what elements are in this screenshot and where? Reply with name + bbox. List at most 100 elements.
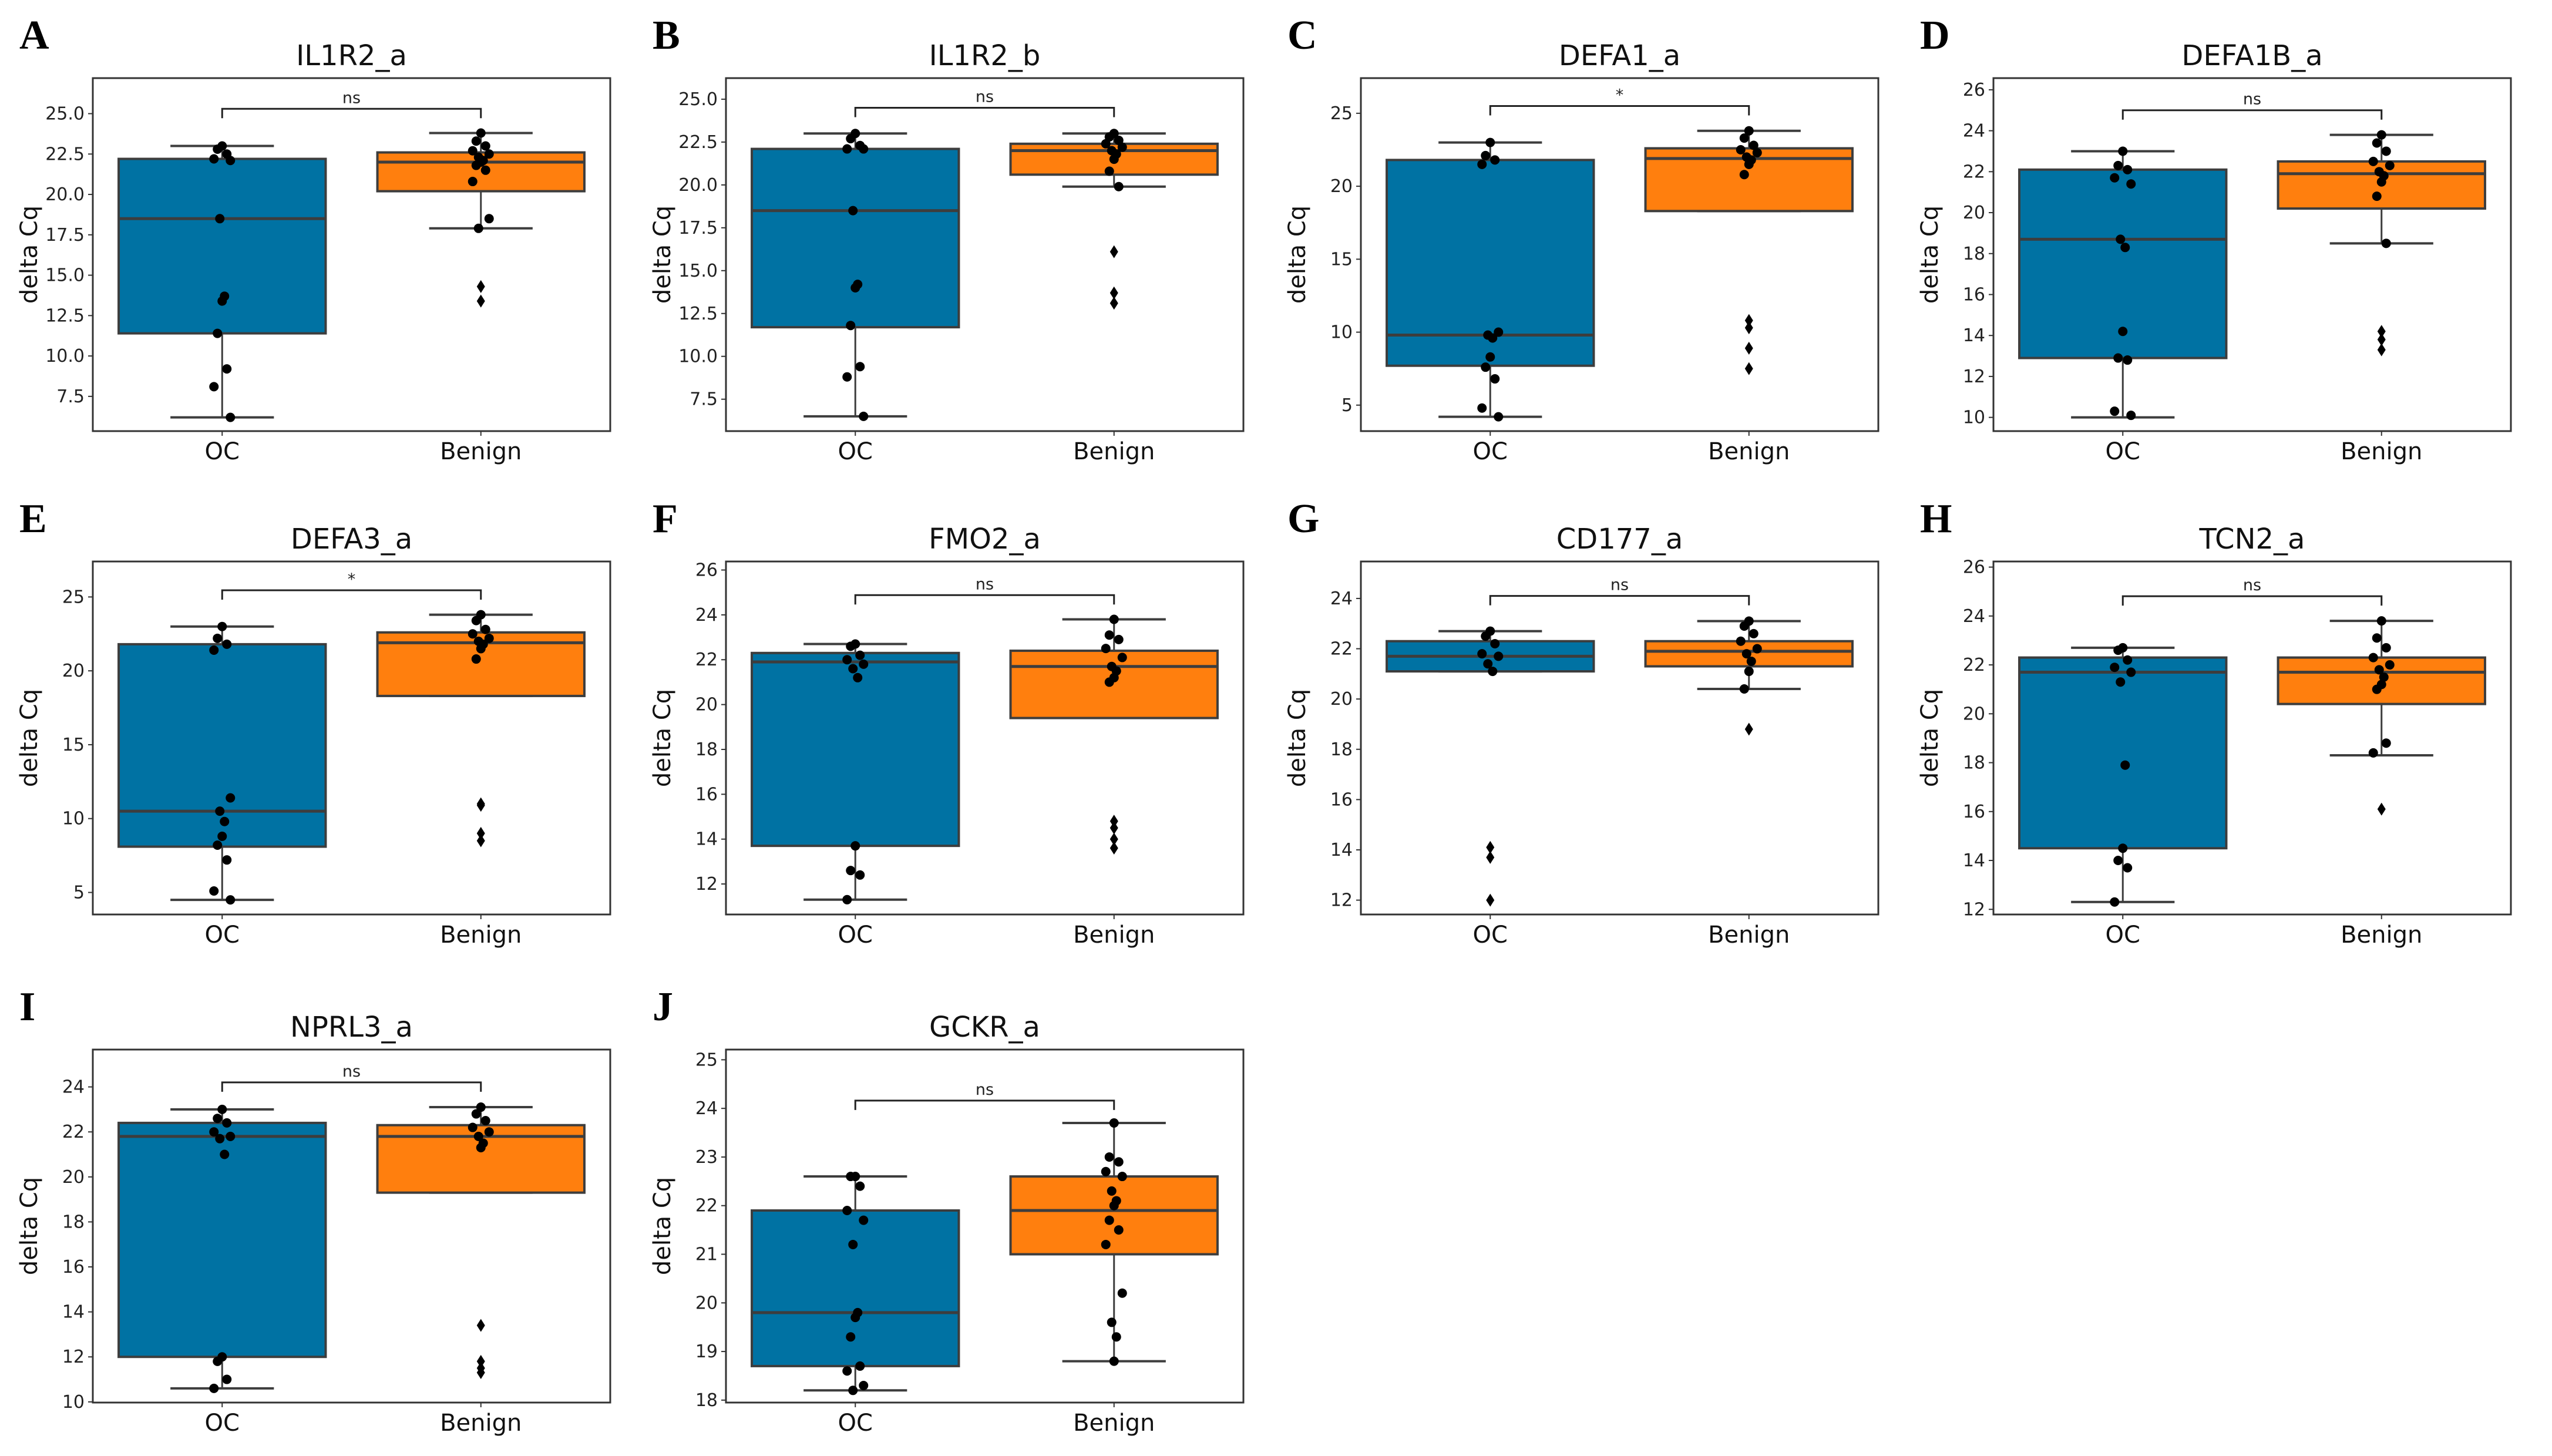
data-point: [1109, 154, 1119, 164]
data-point: [220, 816, 230, 826]
x-tick-label: Benign: [1073, 1410, 1155, 1437]
axes-frame: [725, 1048, 1245, 1404]
significance-bracket: [221, 107, 482, 119]
data-point: [1481, 362, 1491, 372]
data-point: [2110, 173, 2120, 183]
data-point: [2381, 738, 2391, 748]
y-tick-label: 19: [695, 1341, 718, 1362]
significance-label: ns: [976, 575, 994, 593]
data-point: [1736, 144, 1746, 154]
y-tick-label: 22: [1330, 639, 1353, 660]
y-axis-label: delta Cq: [1916, 206, 1944, 304]
data-point: [222, 639, 232, 649]
y-axis-label: delta Cq: [649, 206, 676, 304]
data-point: [1494, 651, 1504, 661]
y-tick-label: 22: [695, 1196, 718, 1216]
x-tick-label: OC: [838, 922, 873, 949]
y-tick-label: 10: [62, 809, 85, 829]
data-point: [2110, 663, 2120, 672]
y-tick-label: 14: [1330, 840, 1353, 860]
axes-frame: [1992, 560, 2512, 916]
data-point: [1104, 1152, 1114, 1162]
outlier-point: [1486, 893, 1495, 907]
y-tick-label: 18: [1963, 753, 1985, 774]
data-point: [1104, 166, 1114, 176]
data-point: [226, 793, 236, 803]
significance-label: ns: [2243, 90, 2261, 109]
y-tick-label: 12: [695, 874, 718, 895]
data-point: [1494, 327, 1504, 337]
y-tick-label: 24: [62, 1077, 85, 1098]
data-point: [476, 644, 486, 654]
data-point: [842, 655, 852, 665]
y-tick-label: 24: [695, 1098, 718, 1119]
y-tick-label: 15.0: [678, 261, 718, 281]
data-point: [855, 1361, 865, 1371]
y-tick-label: 24: [1330, 589, 1353, 609]
outlier-point: [1744, 722, 1753, 736]
data-point: [480, 624, 490, 634]
data-point: [2372, 138, 2382, 148]
data-point: [848, 664, 858, 674]
data-point: [1485, 137, 1495, 147]
data-point: [2113, 645, 2123, 655]
data-point: [1117, 1288, 1127, 1298]
data-point: [846, 1332, 856, 1342]
panel-letter: E: [19, 496, 47, 542]
data-point: [1490, 155, 1500, 165]
data-point: [850, 1313, 860, 1323]
data-point: [1739, 621, 1749, 631]
y-tick-label: 10: [1963, 408, 1985, 428]
y-tick-label: 16: [1963, 284, 1985, 305]
panel-title: FMO2_a: [929, 523, 1041, 556]
data-point: [2116, 234, 2126, 244]
axes-frame: [92, 1048, 611, 1404]
data-point: [1104, 1215, 1114, 1225]
box-oc: [117, 1121, 327, 1359]
y-tick-label: 18: [695, 739, 718, 760]
axes-frame: [1992, 77, 2512, 432]
data-point: [484, 1127, 494, 1137]
panel-g: G CD177_a 12 14 16 18 20 22 24 delta Cq OC Benign ns: [1284, 496, 1879, 949]
data-point: [484, 214, 494, 224]
y-tick-label: 26: [1963, 557, 1985, 578]
data-point: [1744, 126, 1754, 136]
y-tick-label: 24: [1963, 606, 1985, 627]
data-point: [2126, 179, 2136, 189]
data-point: [842, 144, 852, 154]
data-point: [2123, 355, 2133, 365]
outlier-point: [1486, 840, 1495, 854]
data-point: [209, 886, 219, 896]
panel-title: CD177_a: [1556, 523, 1683, 556]
data-point: [1494, 412, 1504, 422]
data-point: [468, 146, 478, 156]
outlier-point: [476, 280, 485, 293]
data-point: [1101, 1239, 1111, 1249]
data-point: [217, 831, 227, 841]
data-point: [220, 1149, 230, 1159]
box-oc: [751, 1209, 960, 1367]
data-point: [213, 328, 223, 338]
data-point: [2118, 327, 2128, 337]
data-point: [1741, 649, 1751, 659]
y-tick-label: 20: [1963, 704, 1985, 724]
data-point: [1107, 1317, 1117, 1327]
data-point: [1101, 139, 1111, 149]
panel-letter: G: [1287, 496, 1319, 542]
data-point: [1117, 653, 1127, 663]
y-tick-label: 24: [1963, 121, 1985, 142]
significance-bracket: [854, 106, 1115, 117]
data-point: [846, 1172, 856, 1182]
box-oc: [2018, 656, 2228, 850]
data-point: [846, 866, 856, 876]
y-tick-label: 12: [1963, 899, 1985, 920]
y-tick-label: 7.5: [56, 386, 85, 407]
panel-letter: D: [1920, 13, 1950, 58]
data-point: [855, 870, 865, 880]
data-point: [1752, 644, 1762, 654]
data-point: [853, 672, 863, 682]
axes-frame: [1360, 560, 1879, 916]
box-oc: [117, 643, 327, 848]
data-point: [215, 1134, 225, 1144]
y-tick-label: 21: [695, 1245, 718, 1265]
